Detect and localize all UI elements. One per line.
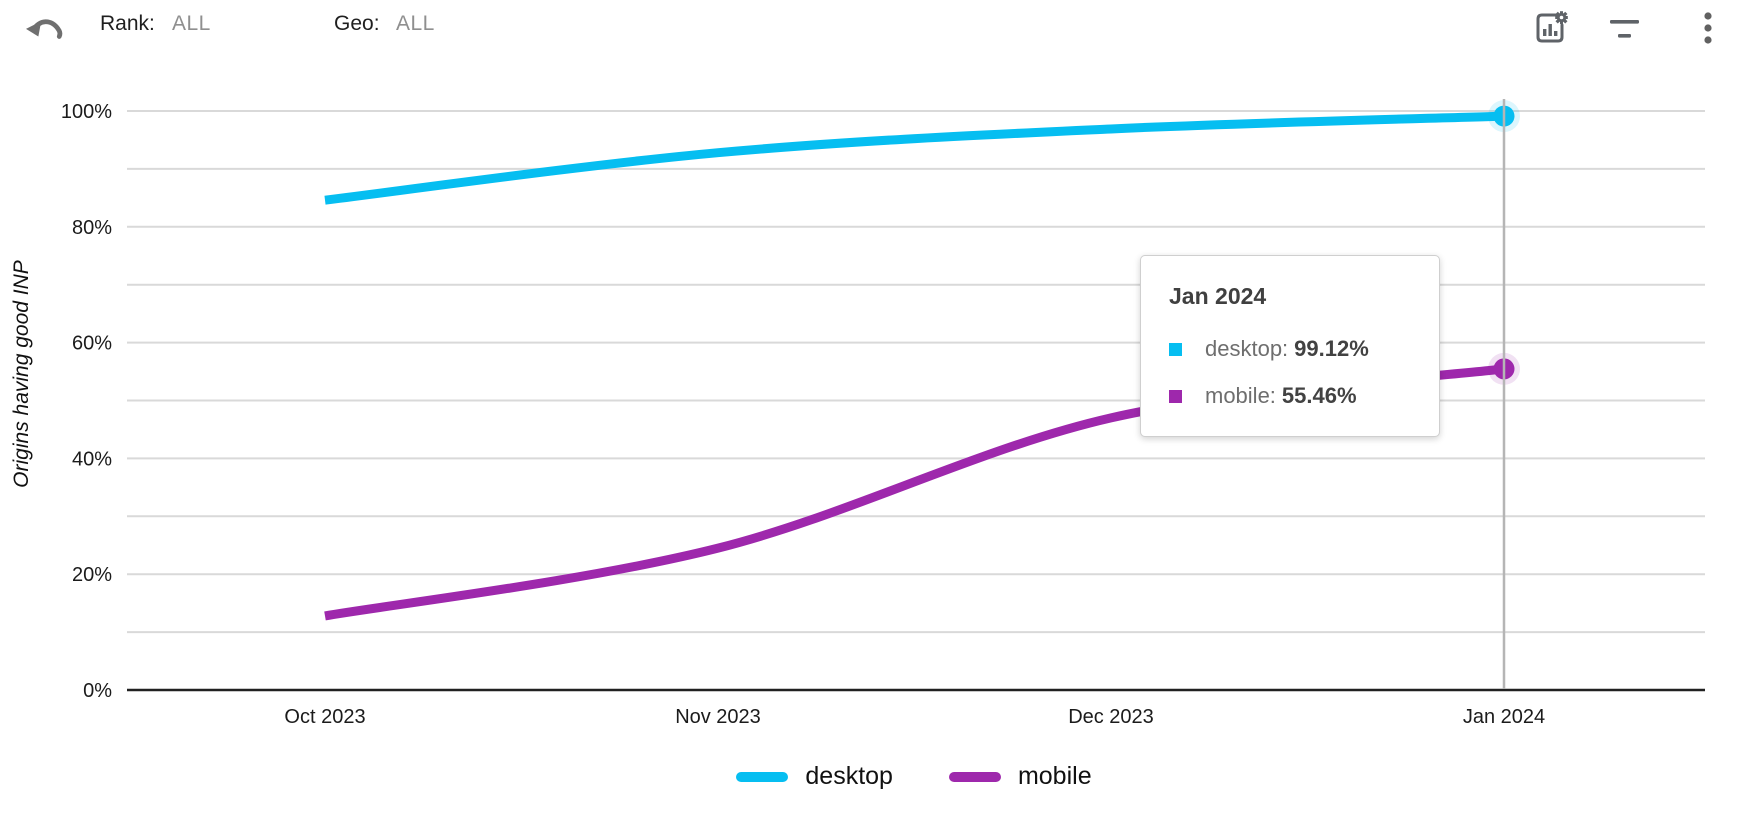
kebab-menu-icon[interactable] [1688,8,1728,48]
x-axis-tick-label: Nov 2023 [675,706,761,728]
undo-icon[interactable] [22,8,68,46]
y-axis-tick-label: 60% [72,333,112,355]
y-axis-tick-label: 80% [72,217,112,239]
x-axis-tick-label: Dec 2023 [1068,706,1154,728]
tooltip-value: 55.46% [1281,383,1357,408]
mobile-color-square-icon [1169,389,1182,403]
y-axis-tick-label: 20% [72,564,112,586]
desktop-color-square-icon [1169,342,1182,356]
legend-item-mobile[interactable]: mobile [948,762,1092,791]
series-line-desktop[interactable] [324,111,1505,205]
tooltip-label: desktop: [1205,336,1289,361]
geo-filter-label: Geo: [334,12,380,35]
chart-tooltip: Jan 2024 desktop: 99.12% mobile: 55.46% [1140,255,1440,437]
tooltip-row-desktop: desktop: 99.12% [1169,336,1411,362]
chart-settings-icon[interactable] [1530,8,1570,48]
x-axis-tick-label: Jan 2024 [1463,706,1545,728]
filter-icon[interactable] [1604,8,1644,48]
legend-item-desktop[interactable]: desktop [736,762,893,791]
mobile-line-swatch-icon [948,771,1001,782]
legend-label: desktop [805,762,893,790]
y-axis-tick-label: 40% [72,448,112,470]
rank-filter-label: Rank: [100,12,155,35]
tooltip-row-mobile: mobile: 55.46% [1169,383,1411,409]
chart-legend: desktop mobile [38,762,1752,791]
tooltip-title: Jan 2024 [1169,283,1267,309]
geo-filter-value[interactable]: ALL [396,12,435,35]
tooltip-label: mobile: [1205,383,1276,408]
rank-filter-value[interactable]: ALL [172,12,211,35]
y-axis-tick-label: 100% [61,101,112,123]
x-axis-tick-label: Oct 2023 [284,706,365,728]
toolbar: Rank: ALL Geo: ALL [0,0,1752,56]
tooltip-value: 99.12% [1294,336,1369,361]
desktop-line-swatch-icon [736,771,789,782]
y-axis-tick-label: 0% [83,680,112,702]
legend-label: mobile [1017,762,1092,790]
